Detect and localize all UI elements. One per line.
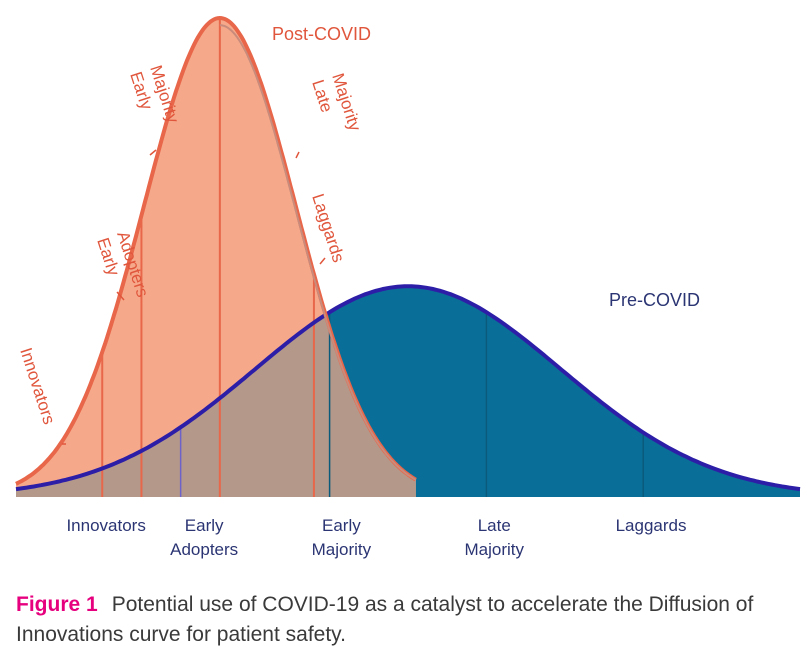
post-covid-annotation: LateMajority bbox=[308, 71, 365, 140]
post-covid-annotation: EarlyMajority bbox=[126, 63, 183, 132]
caption-label: Figure 1 bbox=[16, 593, 98, 616]
pre-covid-label: Pre-COVID bbox=[609, 290, 700, 310]
annotation-leader bbox=[295, 151, 300, 159]
overlap-area bbox=[16, 315, 416, 497]
annotation-leader bbox=[116, 291, 125, 301]
annotation-leader bbox=[319, 257, 326, 265]
post-covid-shadow-line bbox=[219, 24, 417, 481]
category-label: Laggards bbox=[616, 516, 687, 535]
category-label: Innovators bbox=[66, 516, 145, 535]
annotation-leader bbox=[149, 149, 157, 156]
category-label: Early Adopters bbox=[170, 516, 238, 559]
figure-caption: Figure 1 Potential use of COVID-19 as a c… bbox=[16, 590, 786, 650]
post-covid-label: Post-COVID bbox=[272, 24, 371, 44]
post-covid-annotation: Laggards bbox=[308, 191, 348, 264]
category-label: Early Majority bbox=[312, 516, 372, 559]
pre-covid-line bbox=[15, 284, 801, 492]
category-label: Late Majority bbox=[464, 516, 524, 559]
caption-text: Potential use of COVID-19 as a catalyst … bbox=[16, 593, 754, 646]
post-covid-annotation: Innovators bbox=[16, 345, 59, 426]
